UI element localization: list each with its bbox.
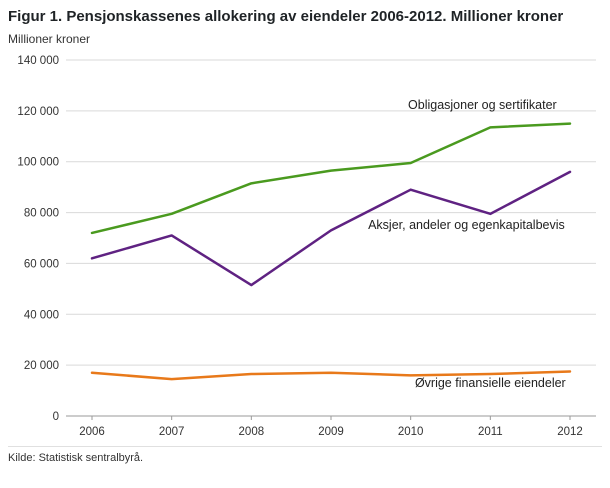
y-tick-label: 40 000 (24, 309, 59, 321)
y-tick-label: 140 000 (17, 55, 59, 67)
chart-title: Figur 1. Pensjonskassenes allokering av … (8, 8, 564, 25)
x-tick-label: 2009 (318, 426, 344, 438)
series-line (90, 170, 572, 287)
y-tick-label: 100 000 (17, 157, 59, 169)
y-tick-label: 120 000 (17, 106, 59, 118)
x-tick-label: 2012 (557, 426, 583, 438)
x-tick-label: 2011 (478, 426, 503, 438)
y-tick-label: 0 (53, 411, 59, 423)
y-tick-label: 60 000 (24, 258, 59, 270)
series-annotation-label: Aksjer, andeler og egenkapitalbevis (368, 218, 565, 232)
chart-area: 0 20 000 40 000 60 000 80 000 100 000 120 000 1… (8, 48, 602, 444)
chart-subtitle: Millioner kroner (8, 32, 91, 46)
source-note: Kilde: Statistisk sentralbyrå. (8, 446, 602, 464)
x-tick-label: 2010 (398, 426, 424, 438)
y-tick-label: 80 000 (24, 208, 59, 220)
y-tick-label: 20 000 (24, 360, 59, 372)
x-tick-label: 2007 (159, 426, 185, 438)
x-tick-label: 2008 (239, 426, 265, 438)
series-line (90, 122, 572, 235)
series-annotation-label: Øvrige finansielle eiendeler (415, 376, 566, 390)
x-tick-label: 2006 (79, 426, 105, 438)
series-line (90, 370, 572, 381)
chart-svg: 0 20 000 40 000 60 000 80 000 100 000 120 000 1… (17, 55, 596, 438)
series-annotation-label: Obligasjoner og sertifikater (408, 98, 557, 112)
